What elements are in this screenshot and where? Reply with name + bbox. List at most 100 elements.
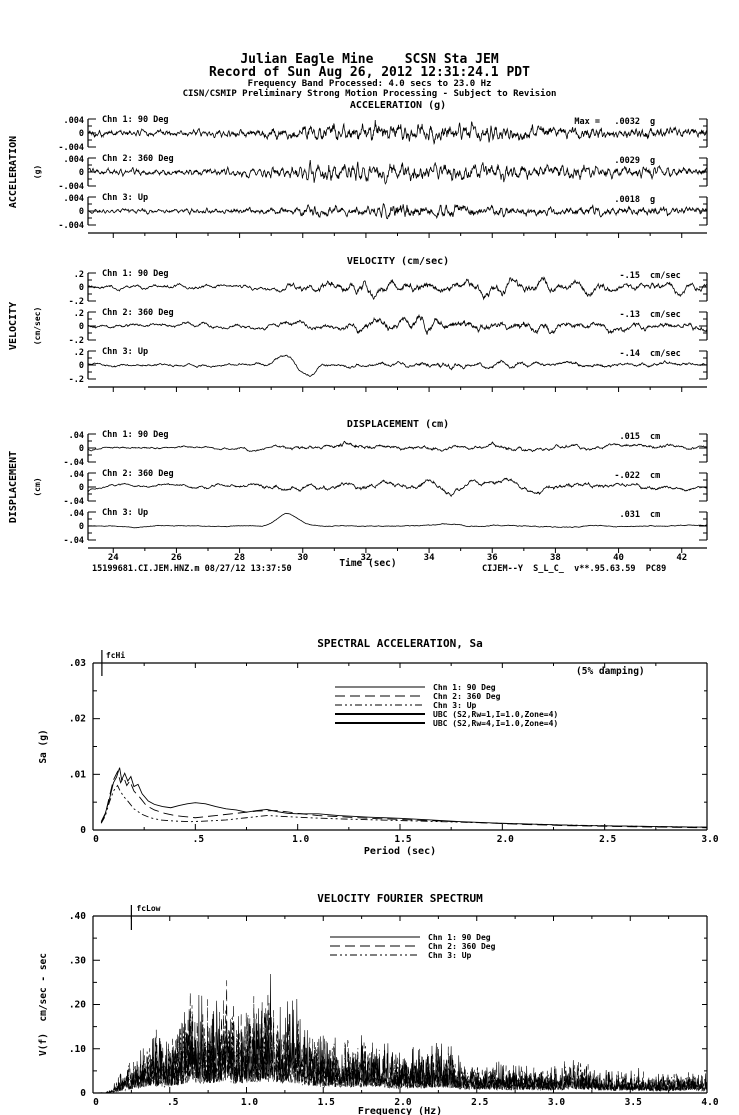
ytick-label: -.04 [64,458,84,468]
waveform-2 [87,313,708,335]
ytick-label: .40 [69,911,86,922]
xtick-label: 3.5 [625,1097,642,1108]
max-value: -.14 [620,349,640,359]
waveform-3 [87,512,708,529]
legend-label: Chn 3: Up [428,951,472,960]
waveform-2 [87,160,708,185]
xtick-label: 4.0 [701,1097,718,1108]
channel-label: Chn 2: 360 Deg [102,308,174,318]
channel-label: Chn 3: Up [102,508,148,518]
ytick-label: .2 [74,309,84,319]
xtick-label: 1.5 [394,834,411,845]
xtick-label: 3.0 [548,1097,565,1108]
ytick-label: .004 [64,194,84,204]
xtick-label: .5 [167,1097,179,1108]
y-axis-label: ACCELERATION [8,136,19,208]
ytick-label: .2 [74,348,84,358]
ytick-label: 0 [79,522,84,532]
ytick-label: .30 [69,955,86,966]
xtick-label: 28 [234,553,245,563]
ytick-label: -.004 [58,182,84,192]
ytick-label: -.2 [69,375,84,385]
ytick-label: .01 [69,769,86,780]
y-axis-unit: (g) [33,165,42,179]
ytick-label: 0 [79,168,84,178]
xtick-label: 1.0 [241,1097,258,1108]
ytick-label: -.2 [69,336,84,346]
max-value: -.15 [620,271,640,281]
ytick-label: 0 [79,483,84,493]
ytick-label: 0 [79,322,84,332]
max-prefix: Max = [574,117,600,127]
legend-label: Chn 3: Up [433,701,477,710]
ytick-label: .04 [69,431,84,441]
ytick-label: -.04 [64,536,84,546]
max-unit: g [650,117,655,127]
legend-label: Chn 2: 360 Deg [428,942,496,951]
xtick-label: 30 [297,553,308,563]
legend-label: UBC (S2,Rw=1,I=1.0,Zone=4) [433,710,558,719]
y-axis-label: Sa (g) [38,729,49,763]
time-axis-label: Time (sec) [339,558,397,569]
ytick-label: 0 [79,444,84,454]
ytick-label: -.2 [69,297,84,307]
max-unit: cm [650,471,660,481]
xtick-label: 1.0 [292,834,309,845]
ytick-label: 0 [79,283,84,293]
legend-label: UBC (S2,Rw=4,I=1.0,Zone=4) [433,719,558,728]
xtick-label: 2.0 [394,1097,411,1108]
xtick-label: 42 [676,553,687,563]
ytick-label: -.04 [64,497,84,507]
channel-label: Chn 2: 360 Deg [102,154,174,164]
xtick-label: 1.5 [318,1097,335,1108]
ytick-label: 0 [80,1088,86,1099]
legend-label: Chn 1: 90 Deg [428,933,491,942]
waveform-3 [87,354,708,377]
waveform-1 [87,276,708,301]
sa-series-1 [100,767,708,828]
fourier-series-3 [93,1005,708,1094]
ytick-label: .2 [74,270,84,280]
ytick-label: .04 [69,470,84,480]
ytick-label: 0 [79,361,84,371]
xtick-label: .5 [193,834,205,845]
ytick-label: 0 [79,207,84,217]
waveform-1 [87,119,708,146]
ytick-label: -.004 [58,143,84,153]
fourier-spectrum-title: VELOCITY FOURIER SPECTRUM [317,892,483,905]
x-axis-label: Frequency (Hz) [358,1106,442,1115]
max-value: -.022 [614,471,640,481]
xtick-label: 32 [360,553,371,563]
channel-label: Chn 1: 90 Deg [102,430,169,440]
waveform-3 [87,203,708,220]
ytick-label: .04 [69,509,84,519]
ytick-label: .02 [69,714,86,725]
y-axis-unit: (cm) [33,477,42,496]
waveform-1 [87,440,708,453]
x-axis-label: Period (sec) [364,845,436,857]
max-value: .031 [620,510,640,520]
ytick-label: .004 [64,155,84,165]
max-unit: g [650,195,655,205]
legend-label: Chn 1: 90 Deg [433,683,496,692]
xtick-label: 36 [487,553,498,563]
max-unit: cm/sec [650,310,681,320]
fc-label: fcLow [136,904,160,913]
station-title: Julian Eagle Mine SCSN Sta JEM [240,52,499,67]
ytick-label: .10 [69,1044,86,1055]
channel-label: Chn 1: 90 Deg [102,269,169,279]
ytick-label: .20 [69,1000,86,1011]
damping-note: (5% damping) [576,666,645,677]
max-unit: g [650,156,655,166]
y-axis-unit: (cm/sec) [33,307,42,346]
fourier-series-2 [93,980,708,1094]
xtick-label: 34 [424,553,435,563]
xtick-label: 24 [108,553,119,563]
ytick-label: 0 [80,825,86,836]
max-value: .0032 [614,117,640,127]
xtick-label: 38 [550,553,561,563]
channel-label: Chn 3: Up [102,347,148,357]
xtick-label: 40 [613,553,624,563]
